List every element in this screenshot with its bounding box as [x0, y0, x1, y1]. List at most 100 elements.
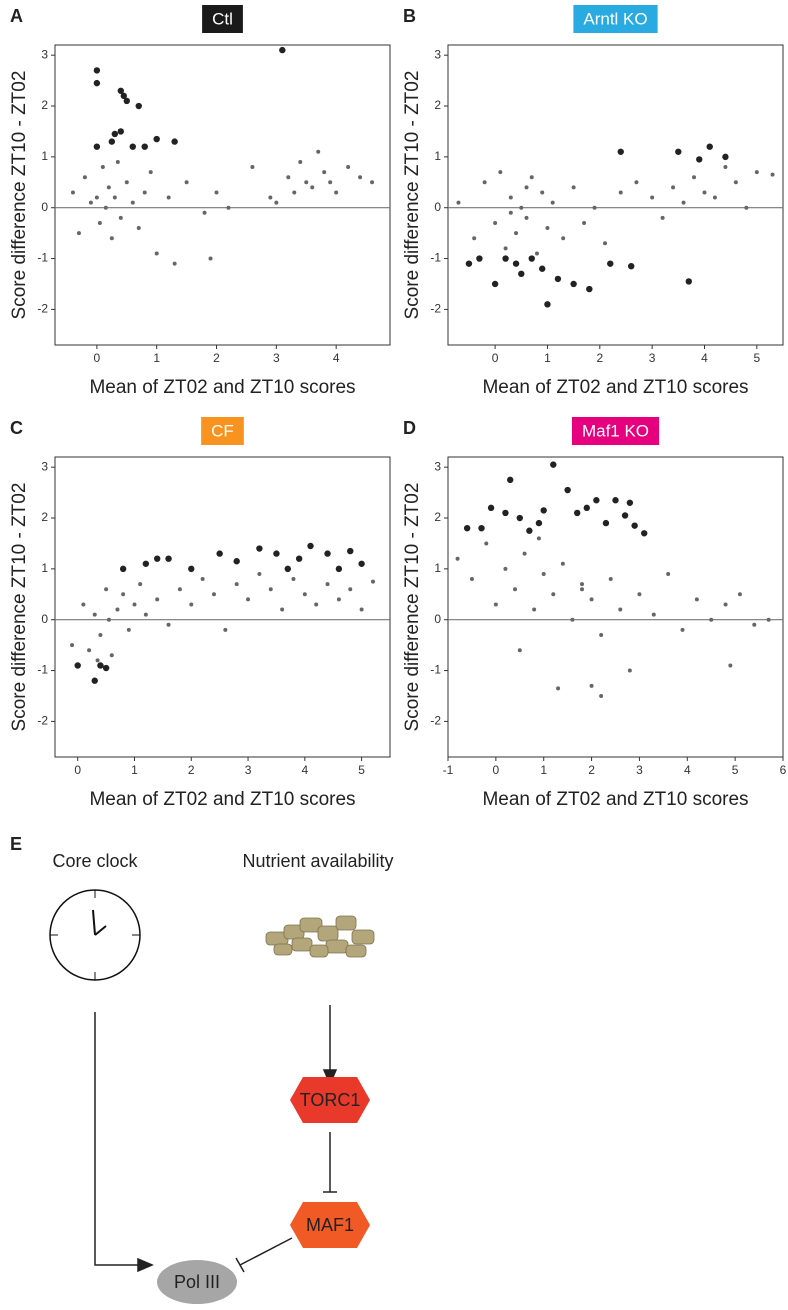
x-tick-label: 4	[301, 763, 308, 777]
x-tick-label: 6	[780, 763, 787, 777]
point	[618, 190, 623, 195]
point	[580, 582, 584, 587]
y-tick-label: -2	[430, 302, 441, 316]
point	[93, 67, 101, 74]
plot-frame	[54, 456, 391, 758]
point	[532, 607, 537, 612]
y-axis-title: Score difference ZT10 - ZT02	[402, 71, 423, 320]
point	[456, 200, 461, 205]
point	[88, 200, 93, 205]
point	[592, 205, 597, 210]
point	[534, 251, 539, 256]
panel-label: A	[10, 6, 23, 26]
x-tick-label: 1	[153, 351, 160, 365]
clock	[49, 889, 141, 981]
point	[535, 519, 543, 527]
plot-frame	[447, 44, 784, 346]
point	[154, 251, 159, 256]
x-tick-label: 1	[131, 763, 138, 777]
point	[104, 587, 109, 592]
x-axis-title: Mean of ZT02 and ZT10 scores	[89, 377, 355, 398]
x-axis-title: Mean of ZT02 and ZT10 scores	[482, 377, 748, 398]
point	[334, 190, 339, 195]
point	[752, 622, 757, 627]
point	[570, 280, 577, 288]
point	[637, 592, 642, 597]
x-tick-label: 0	[94, 351, 101, 365]
x-tick-label: -1	[443, 763, 454, 777]
x-tick-label: 5	[753, 351, 760, 365]
point	[117, 128, 125, 135]
point	[574, 509, 581, 517]
point	[564, 486, 571, 494]
y-axis-title: Score difference ZT10 - ZT02	[9, 483, 30, 732]
point	[607, 260, 614, 267]
point	[304, 180, 309, 185]
panel-label: E	[10, 834, 22, 854]
point	[280, 607, 285, 612]
point	[526, 527, 533, 534]
food-pellets	[265, 915, 375, 958]
point	[325, 582, 330, 587]
plot-frame	[54, 44, 391, 346]
point	[103, 205, 108, 210]
point	[529, 175, 534, 180]
point	[118, 215, 123, 220]
point	[130, 200, 135, 205]
point	[370, 579, 375, 584]
y-tick-label: -2	[37, 302, 48, 316]
maf1-node	[290, 1202, 370, 1248]
point	[484, 541, 489, 546]
x-axis-title: Mean of ZT02 and ZT10 scores	[482, 789, 748, 810]
point	[516, 514, 523, 522]
x-tick-label: 1	[540, 763, 547, 777]
point	[586, 285, 593, 293]
point	[487, 504, 495, 512]
point	[666, 571, 671, 576]
diagram: E Core clock Nutrient availability	[10, 834, 394, 1304]
point	[358, 560, 365, 567]
y-tick-label: 2	[434, 98, 441, 112]
point	[148, 170, 153, 175]
point	[554, 275, 562, 283]
point	[70, 190, 75, 195]
torc1-label: TORC1	[300, 1090, 361, 1110]
point	[508, 195, 513, 200]
panel: A Ctl -2 -1 0 1 2 3 0 1 2 3 4 Mean of ZT02 and ZT10 s…	[9, 5, 391, 398]
point	[626, 499, 634, 506]
point	[336, 597, 341, 602]
point	[298, 159, 303, 164]
point	[503, 566, 508, 571]
point	[153, 135, 160, 143]
point	[246, 597, 251, 602]
point	[766, 617, 771, 622]
y-tick-label: -1	[37, 663, 48, 677]
point	[671, 185, 676, 190]
point	[136, 226, 141, 231]
point	[507, 476, 514, 484]
point	[522, 551, 527, 556]
point	[582, 220, 587, 225]
point	[310, 185, 315, 190]
point	[694, 597, 699, 602]
point	[216, 550, 223, 557]
y-tick-label: -1	[430, 251, 441, 265]
point	[94, 195, 99, 200]
point	[93, 79, 101, 87]
point	[268, 587, 273, 592]
point	[87, 648, 92, 653]
point	[141, 143, 148, 150]
point	[324, 550, 331, 557]
point	[692, 175, 697, 180]
point	[81, 602, 86, 607]
point	[680, 627, 685, 632]
point	[617, 148, 624, 155]
point	[518, 270, 525, 278]
y-tick-label: 1	[41, 561, 48, 575]
y-tick-label: 3	[434, 47, 441, 61]
point	[223, 627, 228, 632]
point	[346, 165, 351, 170]
point	[685, 278, 692, 285]
pol3-label: Pol III	[174, 1272, 220, 1292]
